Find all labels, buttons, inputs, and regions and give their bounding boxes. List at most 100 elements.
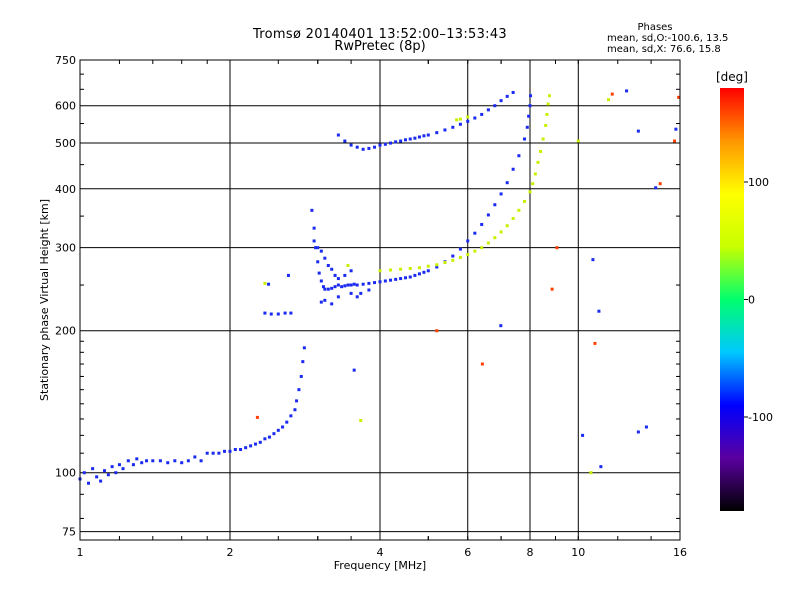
data-point xyxy=(349,269,353,273)
data-point xyxy=(289,311,293,315)
data-point xyxy=(316,260,320,264)
data-point xyxy=(323,287,327,291)
data-point xyxy=(473,249,477,253)
data-point xyxy=(367,281,371,285)
data-point xyxy=(426,133,430,137)
data-point xyxy=(389,278,393,282)
data-point xyxy=(435,265,439,269)
x-tick-label: 4 xyxy=(377,546,384,559)
data-point xyxy=(539,149,543,153)
data-point xyxy=(289,414,293,418)
data-point xyxy=(140,461,144,465)
data-point xyxy=(346,264,350,268)
data-point xyxy=(86,481,90,485)
data-point xyxy=(301,360,305,364)
data-point xyxy=(269,312,273,316)
data-point xyxy=(330,286,334,290)
data-point xyxy=(517,208,521,212)
data-point xyxy=(263,437,267,441)
data-point xyxy=(486,213,490,217)
data-point xyxy=(263,311,267,315)
data-point xyxy=(336,283,340,287)
data-point xyxy=(399,267,403,271)
colorbar: [deg] 100 0 -100 xyxy=(716,70,773,511)
x-tick-label: 2 xyxy=(227,546,234,559)
data-point xyxy=(435,131,439,135)
data-point xyxy=(267,435,271,439)
data-point xyxy=(310,208,314,212)
data-point xyxy=(361,147,365,151)
data-point xyxy=(91,467,95,471)
data-point xyxy=(466,239,470,243)
data-point xyxy=(458,122,462,126)
data-point xyxy=(299,374,303,378)
data-point xyxy=(383,142,387,146)
data-point xyxy=(131,463,135,467)
x-tick-label: 16 xyxy=(673,546,687,559)
data-point xyxy=(223,449,227,453)
data-point xyxy=(417,135,421,139)
data-point xyxy=(499,324,503,328)
data-point xyxy=(517,154,521,158)
colorbar-gradient xyxy=(720,88,744,511)
data-point xyxy=(336,295,340,299)
data-point xyxy=(378,269,382,273)
data-point xyxy=(323,256,327,260)
data-point xyxy=(654,186,658,190)
data-point xyxy=(426,264,430,268)
data-point xyxy=(451,125,455,129)
data-point xyxy=(581,433,585,437)
data-point xyxy=(458,255,462,259)
data-point xyxy=(408,275,412,279)
data-point xyxy=(658,182,662,186)
y-tick-label: 200 xyxy=(55,325,76,338)
data-point xyxy=(389,141,393,145)
data-point xyxy=(531,182,535,186)
data-point xyxy=(319,279,323,283)
data-point xyxy=(333,273,337,277)
data-point xyxy=(443,261,447,265)
data-point xyxy=(527,114,531,118)
data-point xyxy=(330,302,334,306)
data-point xyxy=(253,442,257,446)
data-point xyxy=(355,295,359,299)
data-point xyxy=(528,190,532,194)
data-point xyxy=(536,160,540,164)
data-point xyxy=(316,246,320,250)
data-point xyxy=(408,267,412,271)
data-point xyxy=(555,246,559,250)
x-tick-label: 10 xyxy=(571,546,585,559)
data-point xyxy=(426,269,430,273)
data-point xyxy=(99,479,103,483)
data-point xyxy=(239,447,243,451)
data-point xyxy=(295,399,299,403)
data-point xyxy=(394,140,398,144)
data-point xyxy=(367,288,371,292)
data-point xyxy=(417,272,421,276)
data-point xyxy=(373,281,377,285)
data-point xyxy=(158,459,162,463)
data-point xyxy=(473,116,477,120)
data-point xyxy=(126,459,130,463)
data-point xyxy=(443,128,447,132)
data-point xyxy=(330,267,334,271)
data-point xyxy=(493,236,497,240)
data-point xyxy=(636,129,640,133)
data-point xyxy=(359,291,363,295)
data-point xyxy=(422,134,426,138)
data-point xyxy=(486,108,490,112)
data-point xyxy=(326,287,330,291)
phase-stats-x: mean, sd,X: 76.6, 15.8 xyxy=(607,44,721,55)
data-point xyxy=(541,137,545,141)
data-point xyxy=(599,465,603,469)
data-point xyxy=(480,246,484,250)
data-point xyxy=(546,102,550,106)
data-point xyxy=(199,459,203,463)
phase-stats-o: mean, sd,O:-100.6, 13.5 xyxy=(607,33,729,44)
data-point xyxy=(352,368,356,372)
data-point xyxy=(333,285,337,289)
data-point xyxy=(403,138,407,142)
data-point xyxy=(451,258,455,262)
data-point xyxy=(544,123,548,127)
